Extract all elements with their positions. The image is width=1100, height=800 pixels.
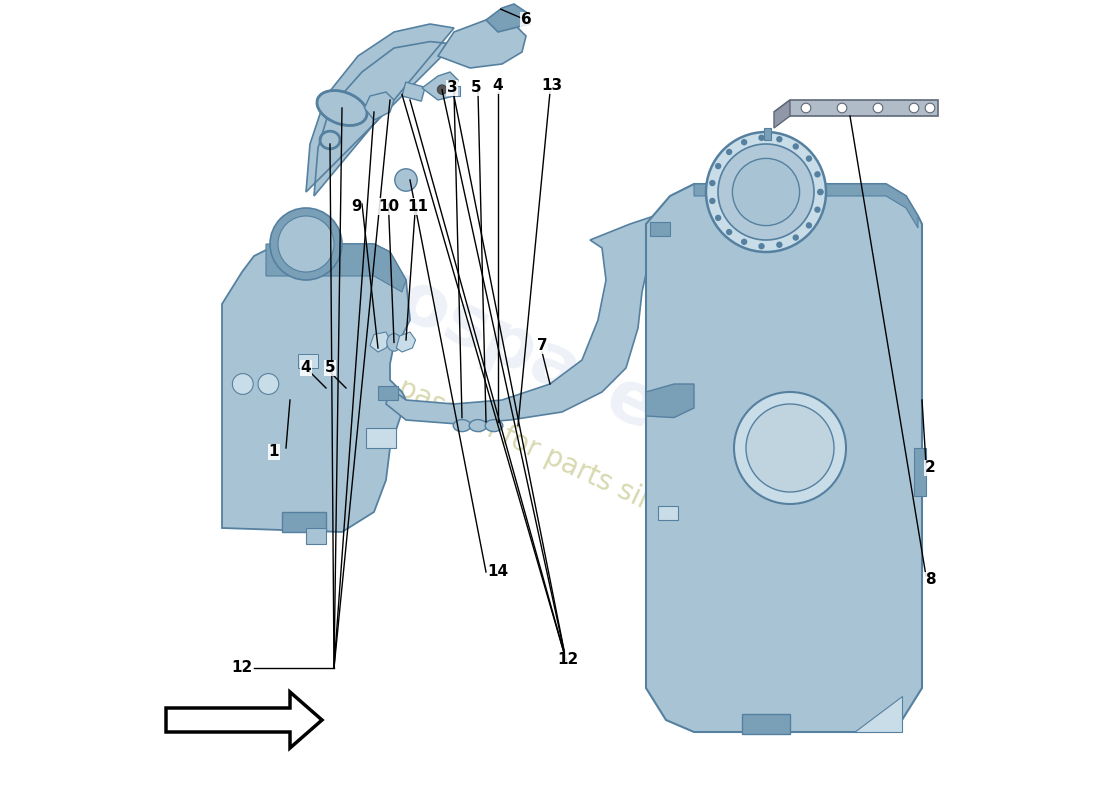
Text: 5: 5 (471, 81, 482, 95)
Polygon shape (266, 244, 406, 292)
Text: 4: 4 (300, 361, 311, 375)
Circle shape (395, 169, 417, 191)
Polygon shape (396, 332, 416, 352)
Circle shape (710, 198, 715, 204)
Circle shape (718, 144, 814, 240)
Text: 13: 13 (541, 78, 562, 93)
Circle shape (817, 189, 824, 195)
Text: 5: 5 (324, 361, 336, 375)
Bar (366, 428, 396, 448)
Circle shape (741, 139, 747, 146)
Circle shape (837, 103, 847, 113)
Circle shape (817, 189, 824, 195)
Circle shape (777, 242, 782, 248)
Circle shape (910, 103, 918, 113)
Polygon shape (222, 244, 410, 532)
Circle shape (873, 103, 883, 113)
Text: 1: 1 (268, 445, 279, 459)
Circle shape (777, 136, 782, 142)
Circle shape (734, 392, 846, 504)
Bar (402, 82, 425, 101)
Polygon shape (854, 696, 902, 732)
Circle shape (733, 158, 800, 226)
Text: a passion for parts since 1985: a passion for parts since 1985 (370, 362, 762, 566)
Text: 11: 11 (407, 199, 429, 214)
Bar (650, 222, 670, 236)
Polygon shape (438, 20, 526, 68)
Circle shape (746, 404, 834, 492)
Polygon shape (386, 216, 658, 424)
Circle shape (814, 206, 821, 213)
Circle shape (805, 222, 812, 229)
Text: 9: 9 (351, 199, 362, 214)
Bar (378, 386, 398, 400)
Text: 4: 4 (493, 78, 504, 93)
Circle shape (706, 132, 826, 252)
Circle shape (758, 243, 764, 250)
Bar (446, 86, 461, 96)
Polygon shape (364, 92, 394, 120)
Polygon shape (774, 100, 938, 116)
Circle shape (437, 85, 447, 94)
Text: 12: 12 (557, 653, 579, 667)
Ellipse shape (453, 419, 471, 431)
Text: 14: 14 (487, 565, 508, 579)
Polygon shape (306, 24, 454, 196)
Text: eurospares: eurospares (264, 208, 707, 464)
Bar (658, 506, 678, 520)
Bar (282, 512, 326, 532)
Circle shape (726, 229, 733, 235)
Bar (914, 448, 926, 496)
Text: 8: 8 (925, 573, 935, 587)
Ellipse shape (470, 419, 487, 431)
Circle shape (715, 214, 722, 221)
Polygon shape (694, 184, 918, 228)
Circle shape (805, 155, 812, 162)
Bar (742, 714, 790, 734)
Circle shape (741, 238, 747, 245)
Circle shape (232, 374, 253, 394)
Circle shape (925, 103, 935, 113)
Ellipse shape (485, 419, 503, 431)
Text: 7: 7 (537, 338, 548, 353)
Polygon shape (646, 184, 922, 732)
Circle shape (710, 180, 715, 186)
Circle shape (726, 149, 733, 155)
Text: 2: 2 (925, 461, 935, 475)
Text: 12: 12 (231, 661, 253, 675)
Text: 10: 10 (377, 199, 399, 214)
Polygon shape (422, 72, 458, 100)
Bar (298, 354, 318, 368)
Text: 6: 6 (520, 13, 531, 27)
Circle shape (793, 143, 799, 150)
Circle shape (801, 103, 811, 113)
Polygon shape (166, 692, 322, 748)
Circle shape (278, 216, 334, 272)
Bar (764, 128, 771, 140)
Polygon shape (646, 384, 694, 418)
Polygon shape (486, 4, 530, 32)
Polygon shape (774, 100, 790, 128)
Circle shape (715, 163, 722, 170)
Ellipse shape (387, 334, 402, 351)
Circle shape (758, 134, 764, 141)
Circle shape (258, 374, 278, 394)
Polygon shape (370, 332, 390, 352)
Circle shape (814, 171, 821, 178)
Circle shape (270, 208, 342, 280)
Circle shape (793, 234, 799, 241)
Text: 3: 3 (447, 81, 458, 95)
Bar (306, 528, 326, 544)
Ellipse shape (317, 90, 367, 126)
